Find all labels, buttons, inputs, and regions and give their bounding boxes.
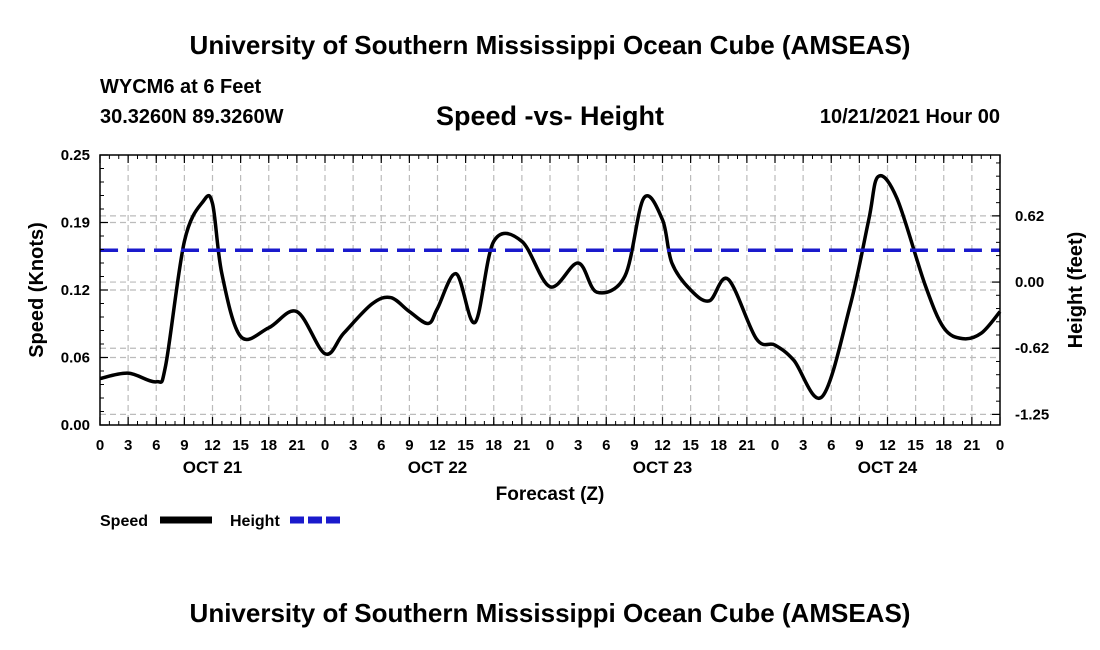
- x-tick-label: 9: [405, 437, 413, 454]
- y-tick-label: 0.25: [61, 147, 90, 164]
- x-tick-label: 3: [799, 437, 807, 454]
- x-axis-title: Forecast (Z): [496, 484, 605, 505]
- x-tick-label: 0: [546, 437, 554, 454]
- x-tick-label: 15: [457, 437, 474, 454]
- x-tick-label: 12: [204, 437, 221, 454]
- x-tick-label: 12: [654, 437, 671, 454]
- x-tick-label: 12: [429, 437, 446, 454]
- x-tick-label: 6: [602, 437, 610, 454]
- x-tick-label: 9: [630, 437, 638, 454]
- x-tick-label: 6: [377, 437, 385, 454]
- x-tick-label: 21: [514, 437, 531, 454]
- x-tick-label: 6: [152, 437, 160, 454]
- x-tick-label: 0: [996, 437, 1004, 454]
- y-axis-title: Speed (Knots): [26, 222, 48, 358]
- forecast-datetime: 10/21/2021 Hour 00: [819, 106, 1000, 128]
- x-tick-label: 3: [124, 437, 132, 454]
- x-tick-label: 12: [879, 437, 896, 454]
- y2-tick-label: -1.25: [1015, 406, 1049, 423]
- x-tick-label: 9: [855, 437, 863, 454]
- x-tick-label: 0: [321, 437, 329, 454]
- y-tick-label: 0.12: [61, 282, 90, 299]
- legend-label-height: Height: [230, 513, 280, 530]
- station-label: WYCM6 at 6 Feet: [100, 76, 262, 98]
- x-tick-label: 21: [964, 437, 981, 454]
- x-tick-label: 15: [907, 437, 924, 454]
- coordinates-label: 30.3260N 89.3260W: [100, 106, 284, 128]
- chart-legend: Speed Height: [100, 513, 342, 530]
- y2-tick-label: -0.62: [1015, 340, 1049, 357]
- x-tick-label: 3: [349, 437, 357, 454]
- x-tick-label: 18: [935, 437, 952, 454]
- x-tick-label: 15: [682, 437, 699, 454]
- y2-tick-label: 0.62: [1015, 208, 1044, 225]
- chart-series: [99, 174, 1002, 401]
- footer-title: University of Southern Mississippi Ocean…: [189, 598, 911, 628]
- chart-axes: 0 3 6 9 12 15 18 21 0 3 6 9 12 15 18 21 0 3 6 9 12 15 18 21 0 3 6 9…: [26, 147, 1087, 505]
- y-tick-label: 0.06: [61, 350, 90, 367]
- y2-tick-label: 0.00: [1015, 274, 1044, 291]
- x-tick-label: 6: [827, 437, 835, 454]
- chart-grid: [100, 155, 1000, 425]
- x-tick-label: 18: [485, 437, 502, 454]
- page-title: University of Southern Mississippi Ocean…: [189, 30, 911, 60]
- date-label: OCT 22: [408, 458, 468, 477]
- date-label: OCT 23: [633, 458, 693, 477]
- date-label: OCT 21: [183, 458, 243, 477]
- y-tick-label: 0.00: [61, 417, 90, 434]
- x-tick-label: 9: [180, 437, 188, 454]
- x-tick-label: 18: [710, 437, 727, 454]
- chart-title: Speed -vs- Height: [435, 101, 665, 131]
- x-tick-label: 0: [771, 437, 779, 454]
- x-tick-label: 18: [260, 437, 277, 454]
- x-tick-label: 15: [232, 437, 249, 454]
- x-tick-label: 21: [739, 437, 756, 454]
- speed-series-line: [99, 174, 1002, 401]
- y-tick-label: 0.19: [61, 215, 90, 232]
- x-tick-label: 3: [574, 437, 582, 454]
- y2-axis-title: Height (feet): [1065, 232, 1087, 349]
- x-tick-label: 21: [289, 437, 306, 454]
- legend-label-speed: Speed: [100, 513, 148, 530]
- date-label: OCT 24: [858, 458, 918, 477]
- x-tick-label: 0: [96, 437, 104, 454]
